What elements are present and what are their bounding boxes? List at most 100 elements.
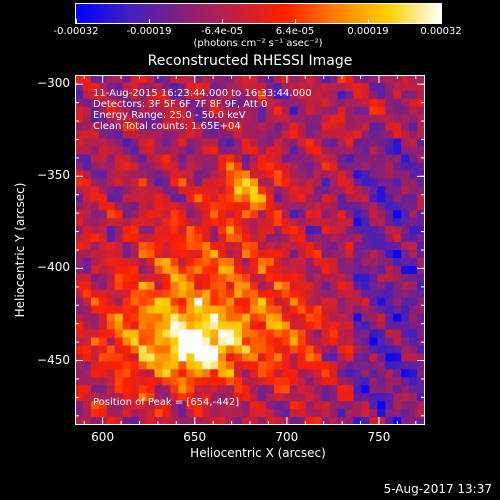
heatmap-cell	[385, 218, 394, 227]
heatmap-cell	[146, 146, 155, 155]
heatmap-cell	[194, 369, 203, 378]
heatmap-cell	[313, 377, 322, 386]
heatmap-cell	[82, 289, 92, 299]
heatmap-cell	[186, 297, 195, 306]
heatmap-cell	[82, 114, 92, 124]
heatmap-cell	[345, 273, 354, 283]
heatmap-cell	[313, 265, 322, 275]
heatmap-cell	[297, 273, 306, 283]
heatmap-cell	[393, 265, 402, 275]
heatmap-cell	[146, 337, 155, 346]
heatmap-cell	[313, 345, 322, 354]
heatmap-cell	[114, 162, 124, 171]
heatmap-cell	[250, 313, 259, 322]
heatmap-cell	[401, 114, 410, 124]
heatmap-cell	[82, 417, 92, 425]
heatmap-cell	[75, 194, 84, 203]
heatmap-cell	[122, 98, 131, 108]
heatmap-cell	[114, 265, 124, 275]
heatmap-cell	[337, 393, 346, 402]
heatmap-cell	[305, 210, 314, 219]
heatmap-cell	[90, 265, 100, 275]
heatmap-cell	[146, 75, 155, 84]
heatmap-cell	[226, 154, 235, 163]
heatmap-cell	[178, 98, 187, 108]
heatmap-cell	[345, 98, 354, 108]
heatmap-cell	[218, 353, 227, 362]
heatmap-cell	[345, 369, 354, 378]
heatmap-cell	[170, 170, 179, 179]
heatmap-cell	[305, 385, 314, 394]
heatmap-cell	[106, 257, 116, 267]
heatmap-cell	[297, 218, 306, 227]
heatmap-cell	[75, 369, 84, 378]
heatmap-cell	[281, 242, 291, 251]
heatmap-cell	[186, 345, 195, 354]
heatmap-cell	[369, 170, 378, 179]
heatmap-cell	[122, 242, 131, 251]
heatmap-cell	[250, 122, 259, 131]
heatmap-cell	[130, 345, 139, 354]
heatmap-cell	[321, 281, 330, 291]
heatmap-cell	[321, 242, 330, 251]
heatmap-cell	[194, 361, 203, 370]
heatmap-cell	[273, 305, 283, 314]
heatmap-cell	[321, 393, 330, 402]
heatmap-cell	[130, 409, 139, 418]
heatmap-cell	[82, 329, 92, 338]
heatmap-cell	[218, 194, 227, 203]
heatmap-cell	[106, 305, 116, 314]
heatmap-cell	[329, 186, 338, 195]
heatmap-cell	[210, 75, 219, 84]
heatmap-cell	[146, 154, 155, 163]
heatmap-cell	[178, 273, 187, 283]
heatmap-cell	[377, 313, 386, 322]
heatmap-cell	[401, 361, 410, 370]
heatmap-cell	[202, 194, 211, 203]
heatmap-cell	[106, 98, 116, 108]
heatmap-cell	[242, 146, 251, 155]
heatmap-cell	[401, 329, 410, 338]
heatmap-cell	[321, 385, 330, 394]
heatmap-cell	[146, 138, 155, 147]
heatmap-cell	[106, 313, 116, 322]
heatmap-cell	[353, 250, 362, 259]
colorbar-unit-label: (photons cm⁻² s⁻¹ asec⁻²)	[193, 38, 323, 49]
heatmap-cell	[218, 313, 227, 322]
heatmap-cell	[194, 194, 203, 203]
heatmap-cell	[401, 417, 410, 425]
heatmap-cell	[289, 329, 299, 338]
timestamp: 5-Aug-2017 13:37	[383, 482, 492, 496]
colorbar-tick	[440, 19, 442, 24]
heatmap-cell	[226, 305, 235, 314]
heatmap-cell	[257, 170, 267, 179]
heatmap-cell	[202, 297, 211, 306]
heatmap-cell	[114, 186, 124, 195]
heatmap-cell	[194, 178, 203, 187]
heatmap-cell	[353, 265, 362, 275]
heatmap-cell	[297, 242, 306, 251]
heatmap-cell	[345, 409, 354, 418]
heatmap-cell	[82, 154, 92, 163]
heatmap-cell	[353, 281, 362, 291]
heatmap-cell	[289, 337, 299, 346]
heatmap-cell	[313, 75, 322, 84]
heatmap-cell	[361, 401, 370, 410]
heatmap-cell	[401, 218, 410, 227]
heatmap-cell	[82, 377, 92, 386]
heatmap-cell	[401, 138, 410, 147]
heatmap-cell	[361, 154, 370, 163]
heatmap-cell	[90, 122, 100, 131]
heatmap-cell	[385, 162, 394, 171]
heatmap-cell	[178, 305, 187, 314]
heatmap-cell	[82, 178, 92, 187]
heatmap-cell	[361, 242, 370, 251]
heatmap-cell	[297, 385, 306, 394]
heatmap-cell	[162, 234, 171, 243]
heatmap-cell	[242, 90, 251, 100]
heatmap-cell	[162, 313, 171, 322]
heatmap-cell	[417, 417, 425, 425]
heatmap-cell	[138, 273, 147, 283]
heatmap-cell	[82, 297, 92, 306]
heatmap-cell	[210, 170, 219, 179]
